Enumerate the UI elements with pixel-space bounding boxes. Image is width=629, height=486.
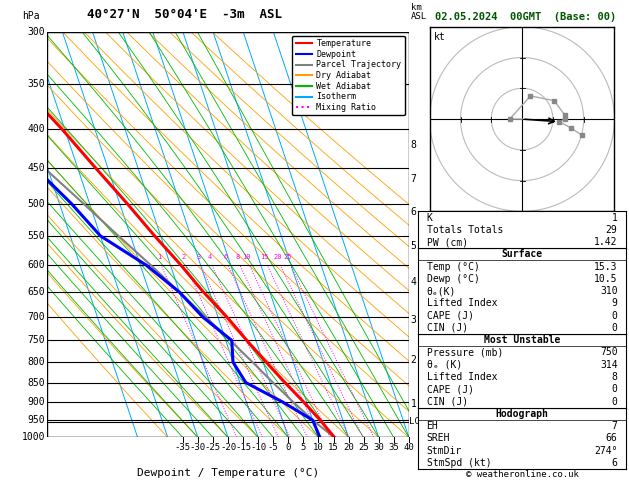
Text: 274°: 274°: [594, 446, 618, 455]
Text: CIN (J): CIN (J): [426, 397, 468, 406]
Text: -15: -15: [235, 444, 251, 452]
Text: 850: 850: [28, 378, 45, 388]
Text: 15: 15: [328, 444, 339, 452]
Text: 950: 950: [28, 415, 45, 425]
Text: 20: 20: [274, 254, 282, 260]
Text: 15.3: 15.3: [594, 261, 618, 272]
Text: Lifted Index: Lifted Index: [426, 298, 497, 309]
Text: 15: 15: [260, 254, 269, 260]
Text: 8: 8: [235, 254, 240, 260]
Text: 10: 10: [313, 444, 324, 452]
Text: 1: 1: [411, 399, 416, 409]
Text: 25: 25: [359, 444, 369, 452]
Text: 6: 6: [411, 208, 416, 217]
Text: CAPE (J): CAPE (J): [426, 384, 474, 394]
Text: 7: 7: [411, 174, 416, 184]
Text: 10: 10: [243, 254, 251, 260]
Text: 2: 2: [411, 355, 416, 365]
Text: 6: 6: [223, 254, 228, 260]
Text: 650: 650: [28, 287, 45, 297]
Text: 4: 4: [207, 254, 211, 260]
Text: -35: -35: [175, 444, 191, 452]
Text: -25: -25: [205, 444, 221, 452]
Text: 40: 40: [403, 444, 415, 452]
Legend: Temperature, Dewpoint, Parcel Trajectory, Dry Adiabat, Wet Adiabat, Isotherm, Mi: Temperature, Dewpoint, Parcel Trajectory…: [292, 36, 404, 115]
Text: 7: 7: [611, 421, 618, 431]
Text: © weatheronline.co.uk: © weatheronline.co.uk: [466, 469, 579, 479]
Text: Dewpoint / Temperature (°C): Dewpoint / Temperature (°C): [137, 468, 319, 478]
Text: 300: 300: [28, 27, 45, 36]
Text: StmSpd (kt): StmSpd (kt): [426, 458, 491, 468]
Text: 66: 66: [606, 434, 618, 443]
Text: 1000: 1000: [22, 433, 45, 442]
Text: 400: 400: [28, 123, 45, 134]
Text: Temp (°C): Temp (°C): [426, 261, 479, 272]
Text: 20: 20: [343, 444, 354, 452]
Text: hPa: hPa: [22, 12, 40, 21]
Text: 900: 900: [28, 397, 45, 407]
Text: PW (cm): PW (cm): [426, 237, 468, 247]
Text: 0: 0: [611, 384, 618, 394]
Text: LCL: LCL: [409, 417, 425, 426]
Text: Lifted Index: Lifted Index: [426, 372, 497, 382]
Text: 700: 700: [28, 312, 45, 322]
Text: -30: -30: [190, 444, 206, 452]
Text: 1: 1: [611, 212, 618, 223]
Text: θₑ(K): θₑ(K): [426, 286, 456, 296]
Text: 0: 0: [611, 311, 618, 321]
Text: 35: 35: [388, 444, 399, 452]
Text: CIN (J): CIN (J): [426, 323, 468, 333]
Text: Surface: Surface: [501, 249, 543, 260]
Text: 1.42: 1.42: [594, 237, 618, 247]
Text: 6: 6: [611, 458, 618, 468]
Text: Totals Totals: Totals Totals: [426, 225, 503, 235]
Text: 3: 3: [196, 254, 201, 260]
Text: EH: EH: [426, 421, 438, 431]
Text: 29: 29: [606, 225, 618, 235]
Text: 310: 310: [600, 286, 618, 296]
Text: 5: 5: [301, 444, 306, 452]
Text: 450: 450: [28, 163, 45, 173]
Text: 9: 9: [611, 298, 618, 309]
Text: kt: kt: [433, 32, 445, 42]
Text: 2: 2: [181, 254, 186, 260]
Text: 800: 800: [28, 357, 45, 367]
Text: 600: 600: [28, 260, 45, 270]
Text: θₑ (K): θₑ (K): [426, 360, 462, 370]
Text: SREH: SREH: [426, 434, 450, 443]
Text: 40°27'N  50°04'E  -3m  ASL: 40°27'N 50°04'E -3m ASL: [87, 8, 282, 21]
Text: 3: 3: [411, 314, 416, 325]
Text: -5: -5: [268, 444, 279, 452]
Text: 0: 0: [611, 323, 618, 333]
Text: 350: 350: [28, 79, 45, 88]
Text: 550: 550: [28, 231, 45, 241]
Text: Hodograph: Hodograph: [496, 409, 548, 419]
Text: 5: 5: [411, 241, 416, 251]
Text: 500: 500: [28, 199, 45, 209]
Text: 30: 30: [374, 444, 384, 452]
Text: 02.05.2024  00GMT  (Base: 00): 02.05.2024 00GMT (Base: 00): [435, 12, 616, 22]
Text: 8: 8: [411, 140, 416, 150]
Text: -20: -20: [220, 444, 236, 452]
Text: Dewp (°C): Dewp (°C): [426, 274, 479, 284]
Text: 1: 1: [157, 254, 161, 260]
Text: 10.5: 10.5: [594, 274, 618, 284]
Text: CAPE (J): CAPE (J): [426, 311, 474, 321]
Text: 25: 25: [284, 254, 292, 260]
Text: StmDir: StmDir: [426, 446, 462, 455]
Text: Most Unstable: Most Unstable: [484, 335, 560, 345]
Text: K: K: [426, 212, 433, 223]
Text: 314: 314: [600, 360, 618, 370]
Text: 4: 4: [411, 277, 416, 287]
Text: 0: 0: [611, 397, 618, 406]
Text: 0: 0: [286, 444, 291, 452]
Text: 750: 750: [600, 347, 618, 358]
Text: Mixing Ratio (g/kg): Mixing Ratio (g/kg): [440, 179, 450, 290]
Text: 750: 750: [28, 335, 45, 346]
Text: km
ASL: km ASL: [411, 3, 427, 21]
Text: -10: -10: [250, 444, 266, 452]
Text: 8: 8: [611, 372, 618, 382]
Text: Pressure (mb): Pressure (mb): [426, 347, 503, 358]
